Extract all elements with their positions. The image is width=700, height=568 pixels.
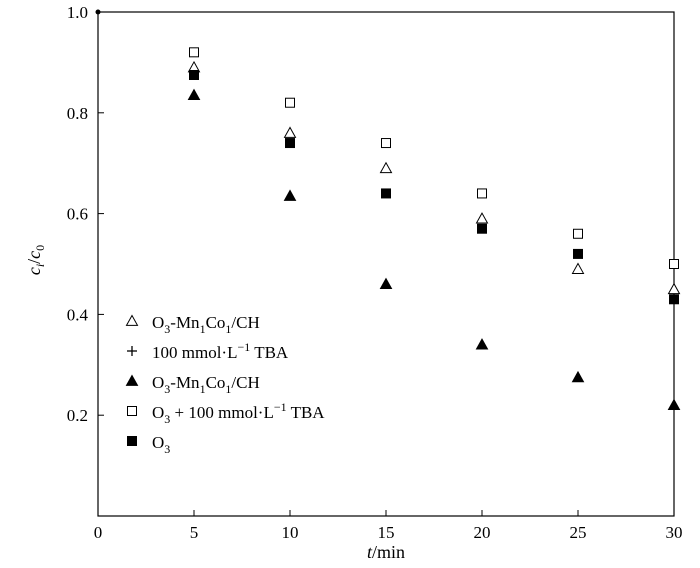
data-point [189,70,199,80]
data-point [477,223,487,234]
data-point [283,126,297,138]
plot-frame [97,11,675,517]
x-tick-label: 15 [378,523,395,542]
legend-label-part: 3 [164,322,170,336]
legend-label-part: 1 [225,382,231,396]
data-point-origin [95,9,101,15]
data-point [573,228,583,239]
x-axis-label-unit: /min [372,542,405,562]
legend-label-part: −1 [274,400,287,414]
legend-label-part: Co [206,373,226,392]
data-point [381,188,391,199]
data-point [573,248,583,259]
legend-marker [125,314,139,326]
data-point [475,338,489,350]
data-point [285,97,295,108]
legend-label-part: Co [206,313,226,332]
legend-marker [127,346,137,356]
data-point [667,398,681,411]
data-point [477,188,487,199]
tick-labels: 0 5 10 15 20 25 30 0.2 0.4 0.6 0.8 1.0 [67,3,683,542]
data-point [475,212,489,224]
y-tick-label: 0.6 [67,205,88,224]
y-axis-label-part: i [33,264,47,267]
legend-label-part: TBA [250,343,289,362]
legend-label: O3 + 100 mmol·L−1 TBA [152,400,325,426]
y-axis-label-part: c [24,251,44,259]
x-tick-label: 10 [282,523,299,542]
legend-label-part: + 100 mmol·L [170,403,274,422]
legend-label: O3 [152,433,170,456]
x-tick-label: 0 [94,523,103,542]
legend-label-part: 1 [225,322,231,336]
legend-marker [125,374,139,386]
data-point [187,88,201,101]
y-tick-label: 1.0 [67,3,88,22]
legend-label: O3-Mn1Co1/CH [152,313,260,336]
data-point [283,189,297,201]
y-tick-label: 0.4 [67,305,89,324]
legend-label-part: O [152,403,164,422]
x-tick-label: 25 [570,523,587,542]
legend-label-part: O [152,313,164,332]
y-axis-label-part: 0 [33,245,47,251]
legend-label: O3-Mn1Co1/CH [152,373,260,396]
y-axis-label-part: c [24,267,44,275]
data-point [189,47,199,58]
data-point [285,138,295,149]
legend-label-part: 1 [200,322,206,336]
legend-label-part: -Mn [170,313,200,332]
x-tick-label: 30 [666,523,683,542]
legend-label: 100 mmol·L−1 TBA [152,340,289,362]
legend-label-part: 3 [164,412,170,426]
legend-marker [127,436,137,446]
data-point [667,282,681,295]
legend-label-part: /CH [231,373,259,392]
plot-border [97,11,675,517]
x-axis-label-var: t [367,542,373,562]
legend-label-part: TBA [287,403,326,422]
legend-label-part: -Mn [170,373,200,392]
y-axis-label-part: / [24,259,44,264]
legend-label-part: O [152,373,164,392]
data-point [669,259,679,269]
legend-label-part: −1 [237,340,250,354]
legend-label-part: O [152,433,164,452]
legend-marker [127,406,137,416]
data-point [669,294,679,305]
legend-label-part: 100 mmol·L [152,343,237,362]
y-tick-label: 0.2 [67,406,88,425]
x-tick-label: 5 [190,523,199,542]
data-markers [95,9,681,411]
data-point [571,262,585,274]
legend-label-part: /CH [231,313,259,332]
data-point [379,161,393,174]
legend-label-part: 3 [164,442,170,456]
y-axis-label: ci/c0 [24,245,47,275]
x-tick-label: 20 [474,523,491,542]
data-point [381,138,391,149]
legend-label-part: 1 [200,382,206,396]
data-point [379,277,393,290]
tick-marks [97,11,675,516]
data-point [571,370,585,383]
y-tick-label: 0.8 [67,104,88,123]
x-axis-label: t/min [367,542,405,562]
legend-label-part: 3 [164,382,170,396]
